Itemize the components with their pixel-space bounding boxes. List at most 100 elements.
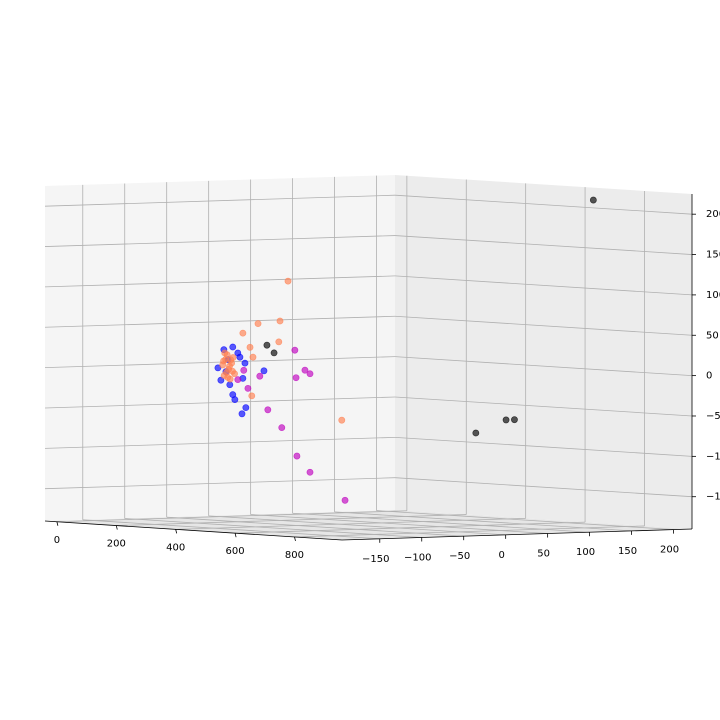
data-point	[242, 404, 250, 411]
data-point	[240, 366, 248, 374]
y-tick-label: 0	[498, 550, 504, 561]
grid-line	[44, 436, 396, 449]
z-tick-label: 0	[706, 371, 712, 382]
x-tick	[294, 536, 296, 542]
data-point	[260, 367, 268, 375]
x-tick-label: 0	[54, 535, 60, 546]
left-pane	[45, 175, 395, 521]
x-tick-label: 800	[285, 550, 304, 561]
data-point	[589, 196, 597, 204]
data-point	[229, 343, 237, 351]
data-point	[275, 338, 283, 346]
x-tick-label: 600	[226, 546, 245, 557]
data-point	[306, 370, 314, 378]
y-tick-label: 100	[576, 547, 595, 558]
data-point	[293, 452, 301, 460]
y-axis-line	[341, 528, 693, 541]
grid-line	[292, 512, 590, 533]
z-tick-label: 150	[706, 250, 720, 261]
grid-line	[334, 511, 632, 532]
data-point	[511, 416, 518, 424]
data-point	[248, 392, 256, 400]
data-point	[217, 376, 225, 384]
data-point	[284, 277, 292, 285]
data-point	[221, 349, 229, 357]
data-point	[238, 410, 246, 418]
y-tick-label: 50	[537, 549, 550, 560]
z-tick-label: −50	[706, 411, 720, 422]
x-tick-label: 400	[166, 542, 185, 553]
x-tick	[115, 525, 118, 530]
z-tick-label: 50	[706, 330, 719, 341]
data-point	[278, 424, 286, 432]
data-point	[231, 396, 239, 404]
grid-line	[394, 356, 693, 377]
data-point	[256, 372, 264, 380]
data-point	[220, 357, 227, 365]
data-point	[234, 376, 242, 384]
x-axis-line	[44, 520, 343, 541]
grid-line	[166, 516, 464, 537]
x-tick	[234, 533, 237, 538]
data-point	[472, 429, 480, 437]
z-tick-label: −100	[706, 451, 720, 462]
data-point	[246, 343, 254, 351]
grid-line	[44, 396, 396, 409]
data-point	[234, 349, 242, 357]
z-tick-label: 200	[706, 209, 720, 220]
grid-line	[394, 235, 693, 255]
y-tick-label: −150	[362, 554, 389, 565]
grid-line	[394, 396, 693, 417]
data-point	[502, 416, 510, 424]
grid-line	[250, 514, 548, 534]
y-tick-label: 150	[618, 546, 637, 557]
x-tick	[56, 521, 59, 526]
data-point	[226, 381, 234, 389]
data-point	[263, 341, 271, 349]
x-tick-label: 200	[107, 539, 126, 550]
data-point	[291, 346, 299, 354]
data-point	[227, 356, 235, 364]
data-point	[338, 416, 346, 424]
data-point	[276, 317, 284, 325]
data-point	[292, 374, 300, 382]
grid-line	[394, 194, 693, 215]
grid-line	[44, 477, 396, 490]
grid-line	[44, 194, 396, 207]
data-point	[264, 406, 272, 414]
y-tick-label: −100	[404, 552, 431, 563]
data-point	[270, 349, 278, 357]
data-point	[244, 384, 252, 392]
y-tick-label: 200	[660, 545, 679, 556]
data-point	[301, 366, 309, 374]
grid-line	[394, 315, 693, 336]
grid-line	[82, 519, 380, 540]
grid-line	[124, 518, 422, 538]
data-point	[239, 329, 247, 337]
grid-line	[394, 436, 693, 457]
grid-line	[44, 315, 396, 328]
grid-line	[44, 235, 396, 247]
data-point	[224, 373, 232, 381]
data-point	[226, 362, 233, 370]
grid-line	[376, 510, 674, 530]
data-point	[249, 353, 257, 361]
data-point	[241, 359, 249, 367]
grid-line	[208, 515, 506, 536]
z-tick-label: 100	[706, 290, 720, 301]
data-point	[341, 496, 349, 504]
data-point	[306, 468, 314, 476]
grid-line	[44, 275, 396, 288]
y-tick-label: −50	[449, 551, 470, 562]
data-point	[229, 367, 236, 375]
grid-line	[394, 275, 693, 296]
grid-line	[44, 356, 396, 369]
data-point	[254, 320, 262, 328]
right-pane	[395, 175, 692, 529]
x-tick	[175, 529, 178, 534]
z-tick-label: −150	[706, 492, 720, 503]
grid-line	[394, 477, 693, 498]
